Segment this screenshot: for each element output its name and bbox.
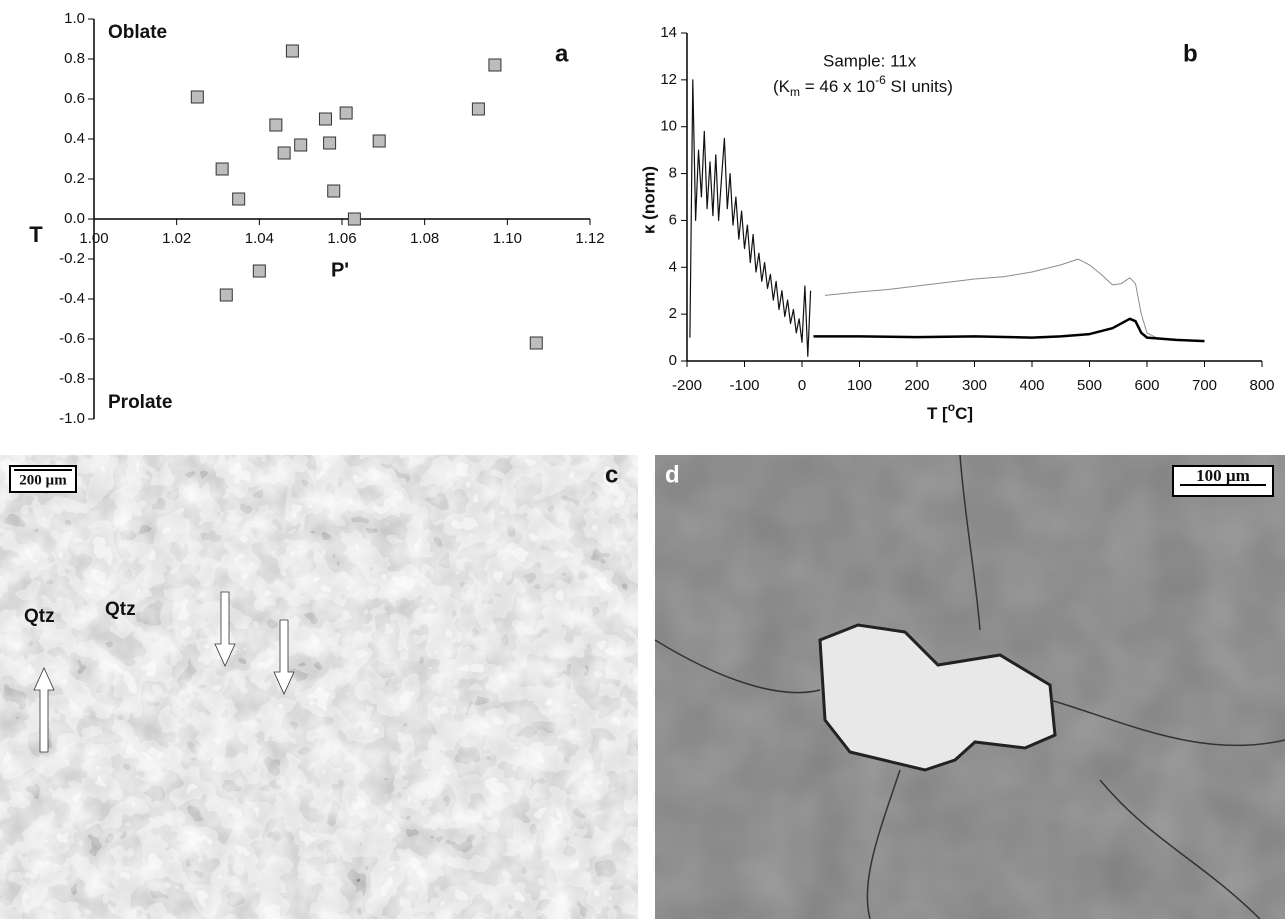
x-tick-label: 1.06 bbox=[327, 230, 356, 247]
x-tick-label: 0 bbox=[798, 377, 806, 394]
panel-label: b bbox=[1183, 40, 1198, 67]
x-tick-label: 100 bbox=[847, 377, 872, 394]
y-tick-label: -1.0 bbox=[59, 410, 85, 427]
x-tick-label: 600 bbox=[1134, 377, 1159, 394]
x-title-part: o bbox=[948, 400, 955, 414]
point bbox=[327, 184, 341, 198]
y-tick-label: -0.8 bbox=[59, 370, 85, 387]
arrows bbox=[33, 591, 295, 753]
series-line bbox=[689, 79, 812, 357]
point bbox=[277, 146, 291, 160]
x-tick-label: 1.04 bbox=[245, 230, 274, 247]
cracks bbox=[654, 454, 1285, 920]
y-tick-label: 4 bbox=[669, 258, 677, 275]
x-tick-label: 1.00 bbox=[79, 230, 108, 247]
mineral-label: Qtz bbox=[24, 606, 55, 627]
y-tick-label: 0.4 bbox=[64, 130, 85, 147]
x-axis-title: T [oC] bbox=[927, 400, 973, 423]
point bbox=[339, 106, 353, 120]
point bbox=[219, 288, 233, 302]
panel-label: c bbox=[605, 461, 618, 488]
mineral-label: Qtz bbox=[105, 599, 136, 620]
x-tick-label: 1.08 bbox=[410, 230, 439, 247]
y-tick-label: -0.6 bbox=[59, 330, 85, 347]
panel-label: a bbox=[555, 40, 569, 67]
x-tick-label: 400 bbox=[1019, 377, 1044, 394]
point bbox=[347, 212, 361, 226]
scale-label: 100 µm bbox=[1196, 466, 1250, 485]
point bbox=[529, 336, 543, 350]
point bbox=[488, 58, 502, 72]
y-tick-label: 14 bbox=[660, 24, 677, 41]
y-tick-label: 0.6 bbox=[64, 90, 85, 107]
x-title-part: T [ bbox=[927, 404, 948, 423]
y-tick-label: -0.4 bbox=[59, 290, 85, 307]
point bbox=[372, 134, 386, 148]
panel-label: d bbox=[665, 461, 680, 488]
series-line bbox=[824, 258, 1205, 342]
point bbox=[323, 136, 337, 150]
y-tick-label: 12 bbox=[660, 71, 677, 88]
x-tick-label: -200 bbox=[672, 377, 702, 394]
series-line bbox=[813, 317, 1205, 343]
annotation-part: (K bbox=[773, 77, 791, 96]
y-tick-label: 1.0 bbox=[64, 10, 85, 27]
x-tick-label: 300 bbox=[962, 377, 987, 394]
y-tick-label: 0 bbox=[669, 352, 677, 369]
annotation-part: -6 bbox=[875, 73, 886, 87]
y-tick-label: 0.2 bbox=[64, 170, 85, 187]
x-tick-label: 800 bbox=[1249, 377, 1274, 394]
micrograph-d: 100 µm d bbox=[654, 454, 1285, 920]
annotation-part: = 46 x 10 bbox=[800, 77, 875, 96]
point bbox=[269, 118, 283, 132]
annotation: Prolate bbox=[108, 392, 172, 413]
y-tick-label: 8 bbox=[669, 165, 677, 182]
point bbox=[285, 44, 299, 58]
x-tick-label: 1.10 bbox=[493, 230, 522, 247]
x-tick-label: 700 bbox=[1192, 377, 1217, 394]
point bbox=[471, 102, 485, 116]
point bbox=[190, 90, 204, 104]
x-tick-label: 500 bbox=[1077, 377, 1102, 394]
point bbox=[215, 162, 229, 176]
x-title-part: C] bbox=[955, 404, 973, 423]
x-tick-label: 1.12 bbox=[575, 230, 604, 247]
annotation-part: m bbox=[790, 85, 800, 99]
point bbox=[252, 264, 266, 278]
point bbox=[318, 112, 332, 126]
photo bbox=[0, 455, 638, 919]
annotation: Oblate bbox=[108, 22, 167, 43]
y-axis-title: κ (norm) bbox=[639, 166, 658, 234]
y-tick-label: -0.2 bbox=[59, 250, 85, 267]
y-axis-title: T bbox=[29, 222, 43, 247]
x-tick-label: -100 bbox=[729, 377, 759, 394]
micrograph-c: 200 µm c Qtz Qtz bbox=[0, 455, 638, 919]
y-tick-label: 0.8 bbox=[64, 50, 85, 67]
annotation: Sample: 11x bbox=[823, 51, 917, 70]
y-tick-label: 10 bbox=[660, 118, 677, 135]
annotation: (Km = 46 x 10-6 SI units) bbox=[773, 73, 953, 99]
point bbox=[294, 138, 308, 152]
x-tick-label: 1.02 bbox=[162, 230, 191, 247]
y-tick-label: 6 bbox=[669, 211, 677, 228]
y-tick-label: 0.0 bbox=[64, 210, 85, 227]
scale-box bbox=[1172, 465, 1274, 497]
scale-label: 200 µm bbox=[19, 472, 67, 488]
y-tick-label: 2 bbox=[669, 305, 677, 322]
x-tick-label: 200 bbox=[904, 377, 929, 394]
grain bbox=[818, 623, 1057, 772]
x-axis-title: P' bbox=[331, 259, 349, 281]
point bbox=[232, 192, 246, 206]
annotation-part: SI units) bbox=[886, 77, 953, 96]
